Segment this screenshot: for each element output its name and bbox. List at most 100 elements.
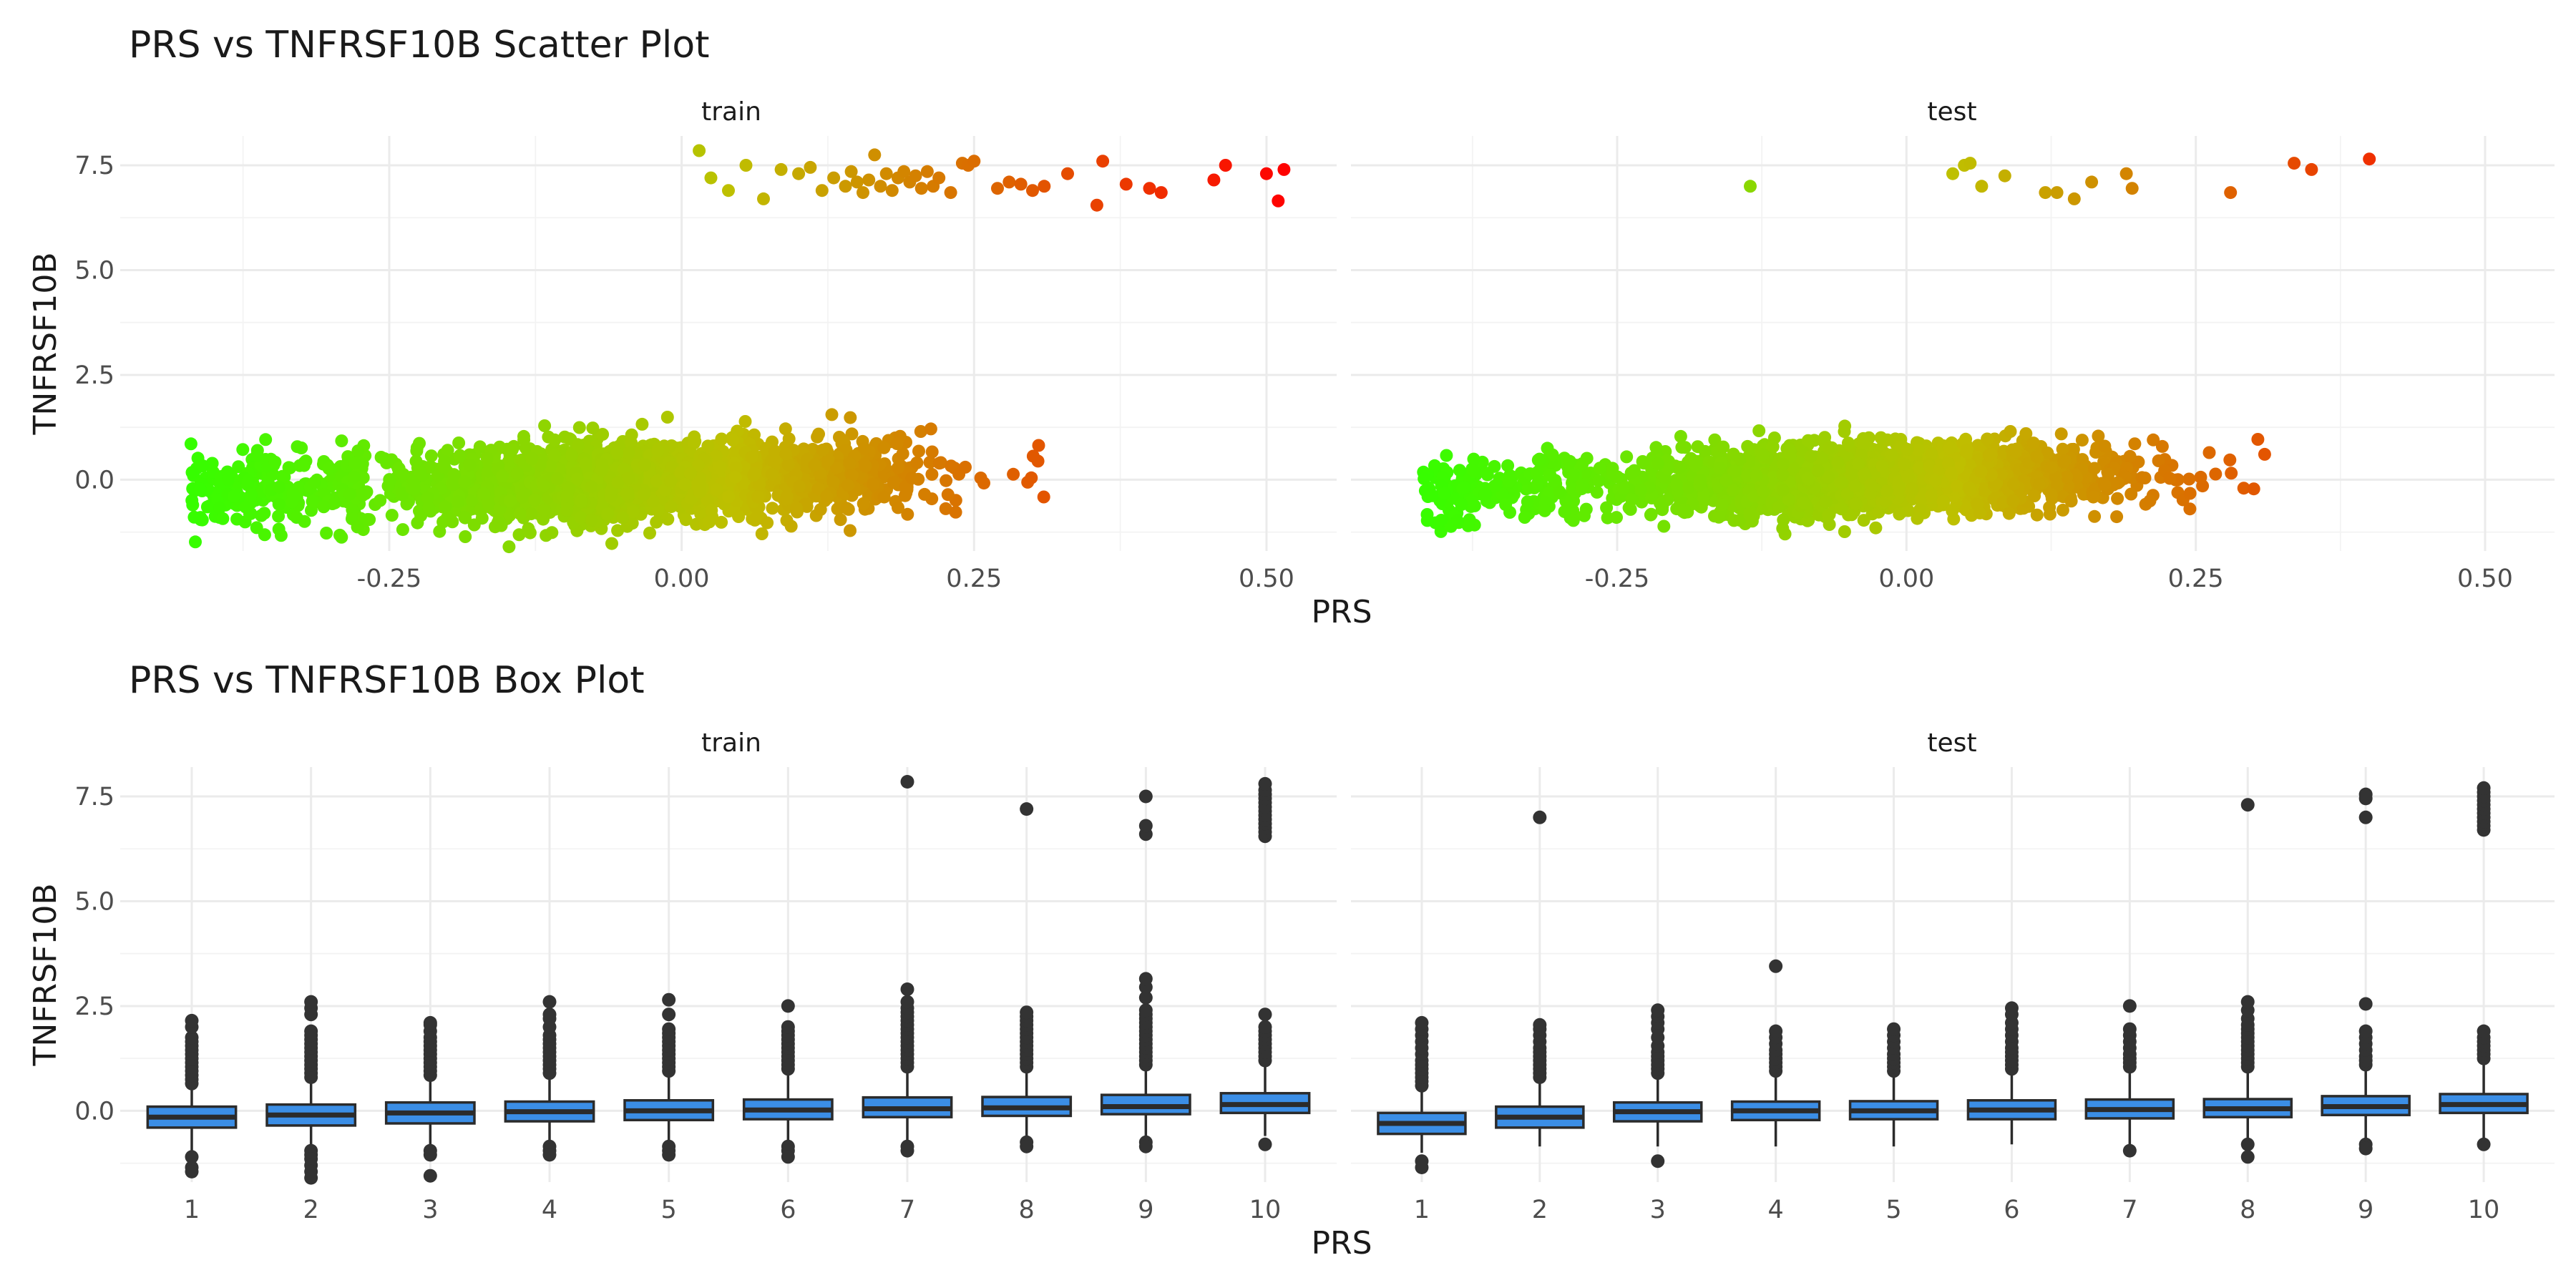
scatter-point — [447, 468, 461, 482]
scatter-point — [453, 449, 467, 462]
scatter-point — [317, 500, 331, 514]
scatter-point — [1620, 450, 1634, 464]
scatter-point — [1727, 465, 1740, 479]
scatter-point — [1981, 432, 1994, 446]
scatter-point — [868, 148, 882, 162]
scatter-point — [333, 528, 346, 542]
scatter-point — [1911, 512, 1924, 525]
scatter-point — [560, 489, 574, 503]
scatter-point — [579, 457, 592, 471]
scatter-point — [1002, 175, 1016, 189]
scatter-point — [678, 478, 692, 491]
scatter-point — [480, 452, 494, 465]
scatter-point — [939, 502, 952, 515]
scatter-point — [245, 488, 258, 502]
scatter-point — [433, 525, 447, 538]
scatter-panel-test: -0.25 0.00 0.25 0.50 — [1351, 136, 2555, 593]
x-tick-label: 0.25 — [946, 565, 1002, 593]
scatter-point — [477, 487, 491, 501]
scatter-point — [2030, 508, 2044, 522]
scatter-point — [512, 528, 526, 542]
scatter-point — [841, 479, 855, 492]
scatter-point — [1061, 167, 1074, 180]
scatter-point — [693, 144, 706, 157]
scatter-point — [1463, 513, 1476, 527]
scatter-point — [2110, 510, 2124, 524]
scatter-point — [1032, 439, 1045, 452]
scatter-point — [874, 180, 887, 193]
scatter-point — [537, 479, 550, 492]
y-tick-label: 0.0 — [74, 466, 114, 494]
scatter-point — [2155, 439, 2169, 453]
scatter-point — [1662, 462, 1675, 475]
scatter-point — [1478, 487, 1492, 501]
scatter-point — [726, 434, 740, 447]
scatter-point — [722, 490, 736, 504]
scatter-point — [538, 504, 552, 517]
scatter-point — [335, 434, 348, 448]
scatter-point — [834, 513, 847, 527]
scatter-point — [793, 479, 806, 493]
scatter-point — [1428, 459, 1441, 472]
scatter-point — [651, 444, 665, 457]
scatter-point — [1465, 494, 1478, 507]
scatter-point — [887, 476, 900, 489]
scatter-point — [679, 513, 693, 527]
scatter-point — [923, 456, 937, 469]
scatter-point — [1038, 180, 1051, 193]
x-tick-label: 0.50 — [1239, 565, 1294, 593]
scatter-point — [396, 468, 410, 481]
scatter-panel-train: -0.25 0.00 0.25 0.500.02.55.07.5 — [74, 136, 1337, 593]
scatter-point — [857, 497, 870, 510]
scatter-point — [513, 507, 527, 520]
scatter-point — [747, 468, 761, 482]
scatter-point — [910, 456, 924, 469]
scatter-point — [405, 482, 419, 495]
scatter-point — [2247, 482, 2260, 496]
scatter-point — [2044, 488, 2058, 502]
scatter-point — [991, 182, 1004, 195]
scatter-point — [1743, 508, 1757, 522]
scatter-point — [1644, 507, 1658, 521]
scatter-point — [1772, 500, 1785, 514]
scatter-point — [2056, 442, 2069, 456]
scatter-point — [2194, 470, 2207, 484]
scatter-point — [619, 487, 633, 501]
scatter-point — [932, 171, 946, 185]
scatter-point — [768, 444, 781, 458]
scatter-point — [1593, 462, 1606, 475]
scatter-point — [525, 452, 539, 466]
scatter-point — [2092, 429, 2105, 443]
scatter-point — [664, 500, 678, 514]
scatter-point — [1911, 443, 1925, 457]
scatter-point — [739, 159, 753, 172]
scatter-point — [859, 459, 872, 473]
scatter-point — [1733, 514, 1747, 527]
scatter-point — [2088, 462, 2102, 475]
scatter-point — [1207, 173, 1221, 187]
scatter-point — [519, 441, 532, 455]
scatter-point — [2043, 501, 2057, 514]
scatter-point — [885, 184, 899, 197]
scatter-point — [610, 447, 624, 460]
scatter-point — [1891, 483, 1905, 497]
scatter-point — [396, 523, 409, 537]
scatter-point — [258, 528, 271, 542]
scatter-point — [1834, 502, 1848, 515]
scatter-point — [811, 482, 825, 496]
scatter-point — [241, 474, 255, 487]
scatter-point — [1842, 436, 1855, 450]
scatter-point — [1994, 467, 2008, 481]
scatter-point — [1558, 505, 1571, 518]
scatter-point — [491, 516, 504, 530]
scatter-point — [351, 444, 365, 458]
scatter-point — [290, 511, 303, 524]
scatter-point — [1801, 434, 1815, 447]
scatter-point — [890, 437, 904, 450]
scatter-point — [2088, 509, 2102, 523]
scatter-point — [751, 490, 765, 504]
scatter-point — [1543, 485, 1556, 499]
scatter-point — [781, 458, 795, 472]
scatter-point — [2209, 467, 2223, 481]
scatter-point — [1037, 490, 1050, 504]
